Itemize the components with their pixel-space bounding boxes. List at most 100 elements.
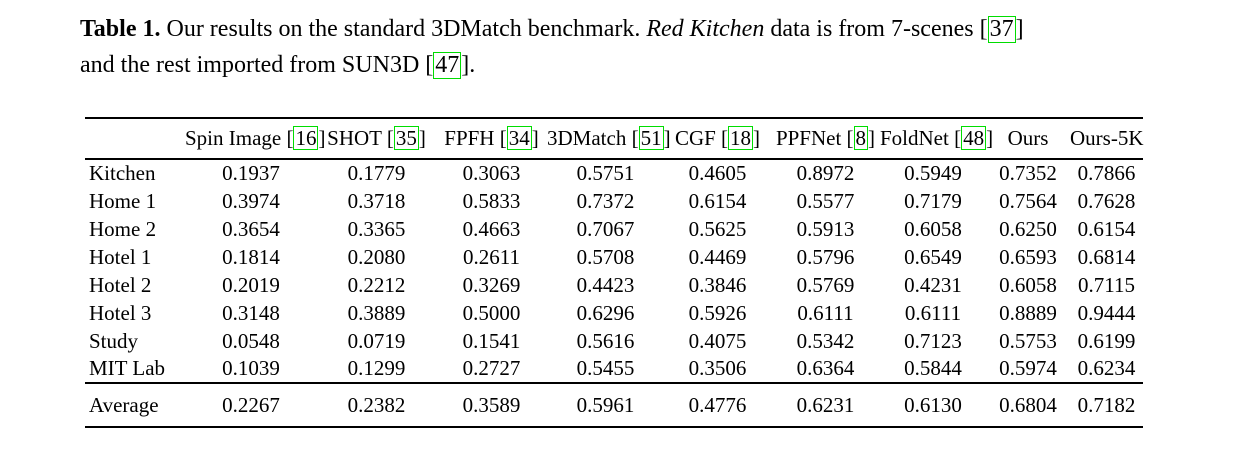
value-cell: 0.4663 (462, 216, 521, 241)
results-table: Spin Image [16] SHOT [35] FPFH [34] 3DMatch… (85, 117, 1144, 428)
value-cell: 0.5913 (796, 216, 855, 241)
citation-link[interactable]: 18 (728, 126, 754, 151)
value-cell: 0.2212 (347, 272, 406, 297)
value-cell: 0.3589 (462, 392, 521, 417)
value-cell: 0.4423 (576, 272, 635, 297)
value-cell: 0.6231 (796, 392, 855, 417)
value-cell: 0.4605 (688, 161, 747, 185)
value-cell: 0.0548 (222, 328, 280, 353)
citation-link[interactable]: 51 (638, 126, 664, 151)
value-cell: 0.7115 (1078, 272, 1135, 297)
value-cell: 0.7352 (999, 161, 1057, 185)
table-row: Hotel 2 0.2019 0.2212 0.3269 0.4423 0.3846 0.5… (85, 271, 1143, 299)
text-segment: Red Kitchen (646, 16, 765, 42)
header-cell-ours-5k: Ours-5K (1070, 118, 1144, 159)
value-cell: 0.6814 (1077, 244, 1136, 269)
header-cell-ours: Ours (986, 118, 1070, 159)
table-row: Home 1 0.3974 0.3718 0.5833 0.7372 0.6154 0.55… (85, 187, 1143, 215)
text-segment: ] (318, 126, 326, 150)
text-segment: ] (1015, 16, 1024, 42)
text-segment: ] (986, 126, 994, 150)
value-cell: 0.5833 (462, 188, 521, 213)
text-segment: ] (753, 126, 761, 150)
header-cell-empty (85, 118, 185, 159)
value-cell: 0.5455 (576, 356, 635, 380)
value-cell: 0.5961 (576, 392, 635, 417)
value-cell: 0.8972 (796, 161, 855, 185)
value-cell: 0.5769 (796, 272, 855, 297)
average-row: Average 0.2267 0.2382 0.3589 0.5961 0.4776 0.6… (85, 383, 1143, 427)
row-label: MIT Lab (89, 356, 166, 380)
text-segment: Ours-5K (1070, 126, 1144, 150)
value-cell: 0.3365 (347, 216, 406, 241)
citation-link[interactable]: 35 (393, 126, 419, 151)
value-cell: 0.6296 (576, 300, 635, 325)
row-label: Hotel 3 (89, 300, 152, 325)
value-cell: 0.4776 (688, 392, 747, 417)
value-cell: 0.4231 (904, 272, 962, 297)
citation-link[interactable]: 34 (506, 126, 532, 151)
value-cell: 0.5974 (999, 356, 1057, 380)
text-segment: Our results on the standard 3DMatch benc… (160, 16, 647, 42)
value-cell: 0.3269 (462, 272, 521, 297)
value-cell: 0.1541 (462, 328, 521, 353)
row-label: Kitchen (89, 161, 156, 185)
value-cell: 0.6593 (999, 244, 1057, 269)
value-cell: 0.6250 (999, 216, 1057, 241)
citation-link[interactable]: 48 (961, 126, 987, 151)
text-segment: and the rest imported from SUN3D [ (80, 52, 434, 78)
table-row: Home 2 0.3654 0.3365 0.4663 0.7067 0.5625 0.59… (85, 215, 1143, 243)
citation-link[interactable]: 47 (433, 52, 462, 80)
row-label: Hotel 1 (89, 244, 152, 269)
value-cell: 0.3846 (688, 272, 747, 297)
citation-link[interactable]: 16 (293, 126, 319, 151)
text-segment: Ours (1007, 126, 1049, 150)
value-cell: 0.5000 (462, 300, 521, 325)
value-cell: 0.2267 (222, 392, 280, 417)
table-caption: Table 1. Our results on the standard 3DM… (80, 11, 1160, 83)
value-cell: 0.2382 (347, 392, 406, 417)
value-cell: 0.3718 (347, 188, 406, 213)
value-cell: 0.6130 (904, 392, 962, 417)
value-cell: 0.6058 (999, 272, 1057, 297)
value-cell: 0.2019 (222, 272, 280, 297)
text-segment: ] (418, 126, 426, 150)
value-cell: 0.5753 (999, 328, 1057, 353)
value-cell: 0.5796 (796, 244, 855, 269)
value-cell: 0.5949 (904, 161, 962, 185)
value-cell: 0.6154 (688, 188, 747, 213)
citation-link[interactable]: 37 (987, 16, 1016, 44)
value-cell: 0.8889 (999, 300, 1057, 325)
text-segment: data is from 7-scenes [ (764, 16, 988, 42)
value-cell: 0.4075 (688, 328, 747, 353)
value-cell: 0.2080 (347, 244, 406, 269)
table-body: Kitchen 0.1937 0.1779 0.3063 0.5751 0.4605 0.8… (85, 159, 1143, 383)
table-header-row: Spin Image [16] SHOT [35] FPFH [34] 3DMatch… (85, 118, 1144, 159)
value-cell: 0.3148 (222, 300, 280, 325)
value-cell: 0.1039 (222, 356, 280, 380)
value-cell: 0.7067 (576, 216, 635, 241)
value-cell: 0.6111 (797, 300, 854, 325)
text-segment: PPFNet [ (775, 126, 854, 150)
table-row: Hotel 1 0.1814 0.2080 0.2611 0.5708 0.4469 0.5… (85, 243, 1143, 271)
table-row: MIT Lab 0.1039 0.1299 0.2727 0.5455 0.3506 0.6… (85, 355, 1143, 383)
value-cell: 0.7372 (576, 188, 635, 213)
value-cell: 0.9444 (1077, 300, 1136, 325)
table-row: Kitchen 0.1937 0.1779 0.3063 0.5751 0.4605 0.8… (85, 159, 1143, 187)
header-cell-fpfh: FPFH [34] (436, 118, 547, 159)
value-cell: 0.6111 (904, 300, 962, 325)
value-cell: 0.5577 (796, 188, 855, 213)
value-cell: 0.7123 (904, 328, 962, 353)
citation-link[interactable]: 8 (853, 126, 869, 151)
table-header: Spin Image [16] SHOT [35] FPFH [34] 3DMatch… (85, 118, 1144, 159)
table-row: Study 0.0548 0.0719 0.1541 0.5616 0.4075 0.534… (85, 327, 1143, 355)
text-segment: SHOT [ (327, 126, 394, 150)
value-cell: 0.6154 (1077, 216, 1136, 241)
row-label: Home 2 (89, 216, 157, 241)
table-average-section: Average 0.2267 0.2382 0.3589 0.5961 0.4776 0.6… (85, 383, 1143, 427)
text-segment: FoldNet [ (880, 126, 962, 150)
caption-line: and the rest imported from SUN3D [47]. (80, 47, 1160, 83)
value-cell: 0.5708 (576, 244, 635, 269)
value-cell: 0.3654 (222, 216, 280, 241)
